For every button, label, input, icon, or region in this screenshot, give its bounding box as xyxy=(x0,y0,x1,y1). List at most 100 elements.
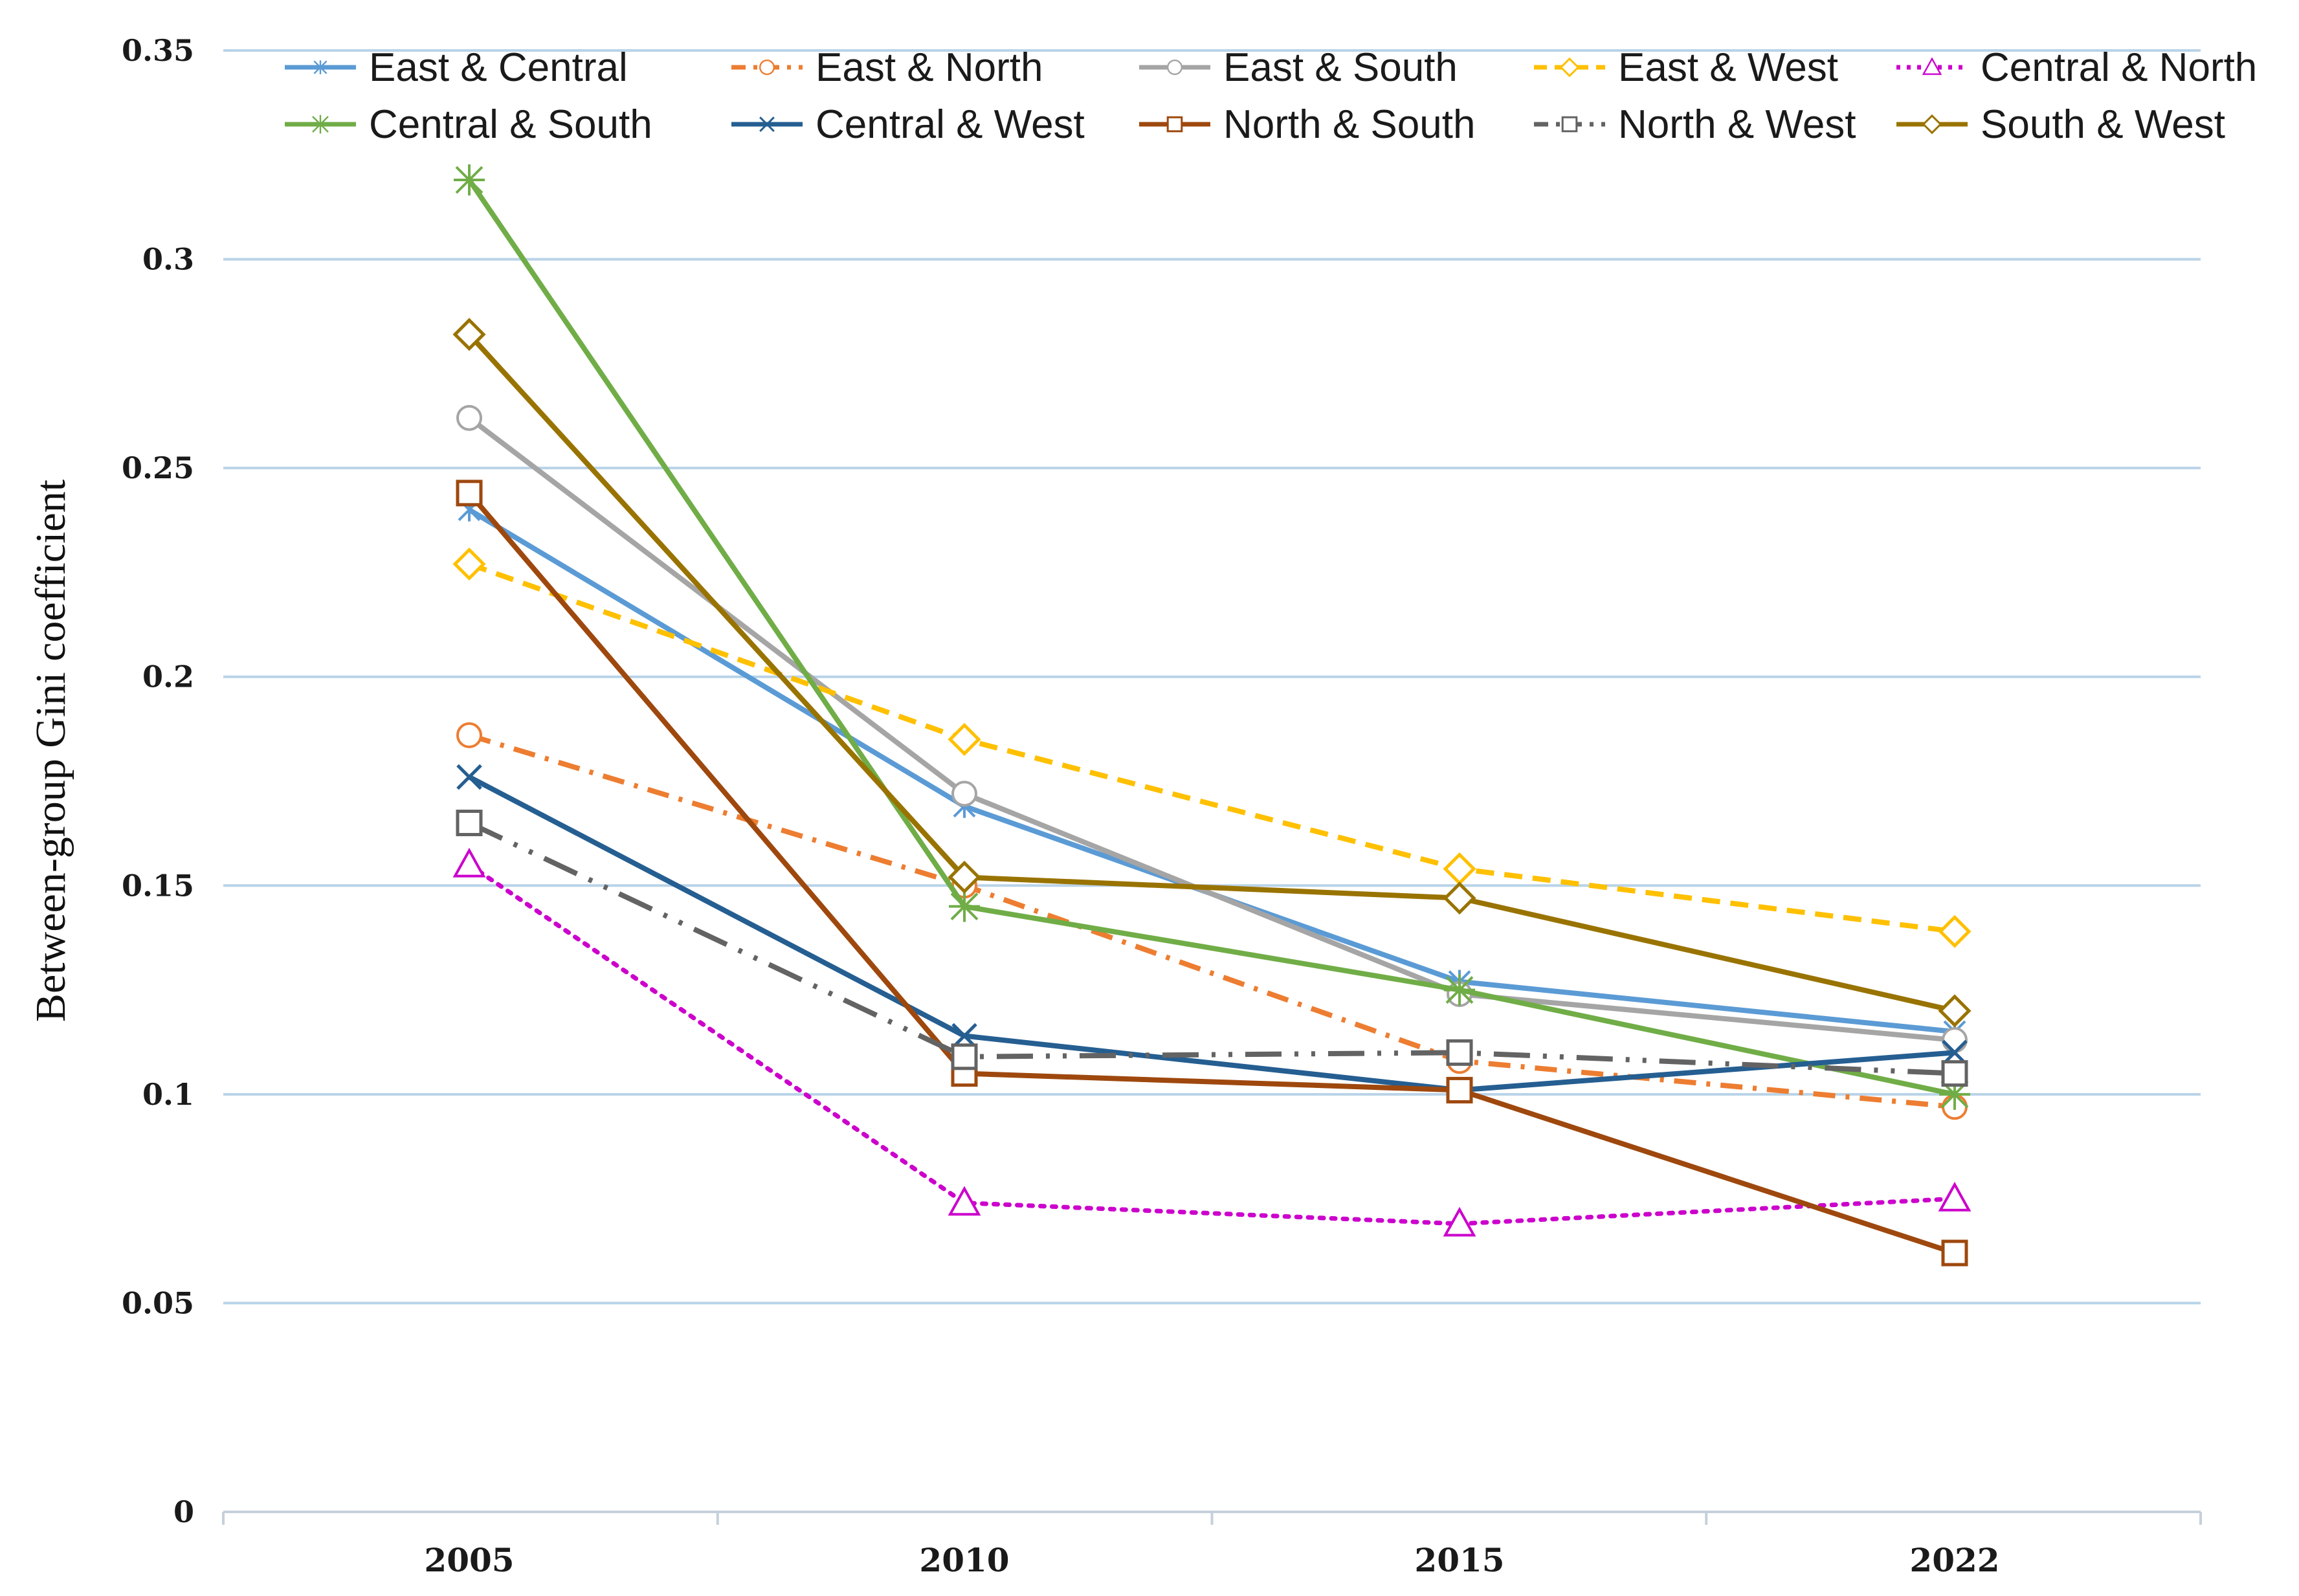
data-point xyxy=(951,1043,978,1070)
data-point xyxy=(1941,1060,1968,1087)
data-point xyxy=(1446,1076,1473,1103)
data-point xyxy=(456,810,483,837)
legend-marker xyxy=(1166,116,1183,133)
y-tick-label: 0 xyxy=(173,1494,194,1529)
y-tick-label: 0.1 xyxy=(142,1077,194,1112)
series-central-north xyxy=(452,847,1971,1237)
legend-marker xyxy=(1922,57,1942,75)
data-point xyxy=(1444,974,1475,1006)
legend-marker-shape xyxy=(759,116,775,132)
series-line xyxy=(468,820,1955,1076)
legend-marker xyxy=(1167,60,1183,76)
legend-item: Central & West xyxy=(731,102,1085,147)
data-point xyxy=(452,318,486,351)
legend-label: East & South xyxy=(1223,45,1458,90)
legend-label: East & North xyxy=(816,45,1043,90)
series-east-west xyxy=(452,547,1971,948)
legend-item: South & West xyxy=(1896,102,2225,147)
legend-item: North & South xyxy=(1139,102,1475,147)
data-point xyxy=(951,781,977,807)
legend-label: East & Central xyxy=(369,45,628,90)
series-line xyxy=(467,862,1957,1226)
legend-item: Central & North xyxy=(1896,45,2257,90)
data-point xyxy=(456,480,483,507)
y-tick-label: 0.3 xyxy=(142,242,194,277)
legend: East & Central East & North East & South Ea… xyxy=(285,45,2257,147)
legend-marker xyxy=(759,60,775,76)
legend-item: East & South xyxy=(1139,45,1458,90)
legend-item: East & West xyxy=(1534,45,1838,90)
data-point xyxy=(454,164,485,195)
data-point xyxy=(452,547,486,581)
y-axis-label: Between-group Gini coefficient xyxy=(27,480,74,1022)
legend-item: Central & South xyxy=(285,102,652,147)
series-east-north xyxy=(456,722,1968,1120)
series-line xyxy=(468,561,1955,935)
data-point xyxy=(948,1186,981,1216)
legend-label: South & West xyxy=(1981,102,2225,147)
legend-marker-shape xyxy=(1922,57,1942,75)
legend-marker-shape xyxy=(1166,116,1183,133)
data-point xyxy=(948,860,981,894)
legend-marker-shape xyxy=(1561,116,1578,133)
series-line xyxy=(467,491,1956,1256)
legend-marker-shape xyxy=(313,60,328,74)
legend-label: North & South xyxy=(1223,102,1475,147)
data-point xyxy=(1938,1182,1971,1212)
y-tick-label: 0.35 xyxy=(122,33,194,68)
data-point xyxy=(456,764,482,790)
x-tick-label: 2010 xyxy=(919,1541,1009,1579)
series-lines xyxy=(452,164,1971,1267)
data-point xyxy=(456,722,482,749)
legend-marker-shape xyxy=(1922,114,1942,135)
y-tick-label: 0.15 xyxy=(122,868,194,903)
legend-marker-shape xyxy=(759,60,775,76)
legend-marker xyxy=(1561,116,1578,133)
legend-marker xyxy=(313,60,328,74)
series-north-south xyxy=(456,480,1968,1267)
legend-item: East & North xyxy=(731,45,1043,90)
data-point xyxy=(1941,1239,1968,1267)
series-line xyxy=(468,775,1955,1093)
y-tick-label: 0.25 xyxy=(122,450,194,485)
legend-marker-shape xyxy=(1167,60,1183,76)
series-east-south xyxy=(456,405,1968,1053)
gridlines xyxy=(223,49,2201,1305)
series-line xyxy=(467,178,1955,1097)
x-tick-label: 2015 xyxy=(1414,1541,1504,1579)
legend-item: North & West xyxy=(1534,102,1856,147)
legend-label: East & West xyxy=(1618,45,1838,90)
legend-marker xyxy=(1559,57,1580,78)
data-point xyxy=(1942,1026,1968,1053)
legend-marker xyxy=(1922,114,1942,135)
data-point xyxy=(1938,914,1971,948)
legend-marker xyxy=(759,116,775,132)
data-point xyxy=(1443,852,1476,886)
series-line xyxy=(468,733,1955,1110)
series-south-west xyxy=(452,318,1971,1028)
legend-marker xyxy=(311,115,330,134)
legend-marker-shape xyxy=(311,115,330,134)
data-point xyxy=(1443,1206,1476,1237)
legend-item: East & Central xyxy=(285,45,628,90)
data-point xyxy=(452,847,486,878)
legend-marker-shape xyxy=(1559,57,1580,78)
data-point xyxy=(1938,994,1971,1028)
legend-label: Central & South xyxy=(369,102,652,147)
legend-label: Central & West xyxy=(816,102,1085,147)
x-tick-label: 2005 xyxy=(424,1541,514,1579)
y-tick-label: 0.2 xyxy=(142,659,194,694)
data-point xyxy=(1446,1039,1473,1066)
x-tick-label: 2022 xyxy=(1909,1541,1999,1579)
data-point xyxy=(456,405,482,431)
legend-label: North & West xyxy=(1618,102,1856,147)
legend-label: Central & North xyxy=(1981,45,2257,90)
series-line xyxy=(467,333,1955,1014)
data-point xyxy=(948,722,981,757)
data-point xyxy=(1443,881,1476,915)
data-point xyxy=(949,891,980,922)
axes: 0 0.05 0.1 0.15 0.2 0.25 0.3 0.35 2005 2010 2015 20… xyxy=(122,33,2202,1579)
data-point xyxy=(1939,1078,1970,1110)
